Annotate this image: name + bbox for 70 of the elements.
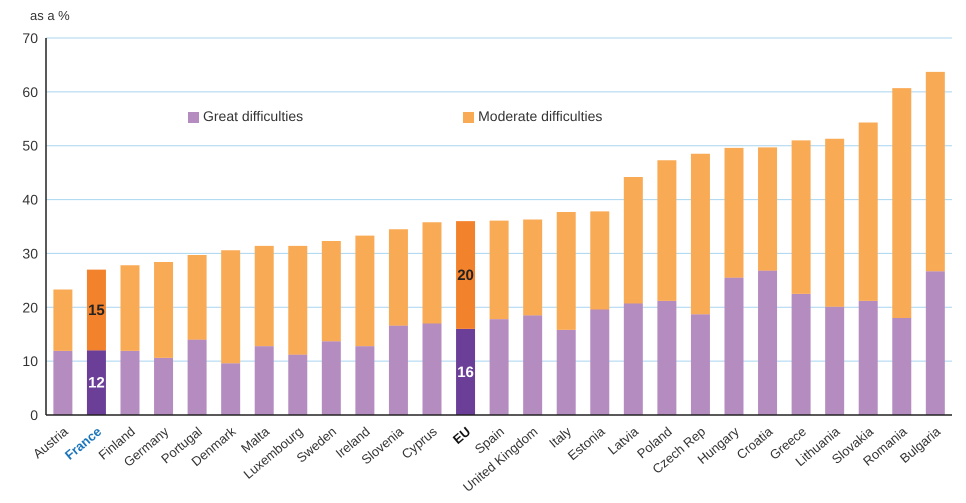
- y-tick-label: 20: [22, 299, 38, 316]
- bar: [53, 350, 72, 415]
- bar: [690, 154, 710, 314]
- bar: [792, 294, 811, 415]
- data-label: 20: [457, 266, 474, 284]
- bar: [926, 72, 945, 272]
- bar: [355, 236, 374, 346]
- bar: [53, 290, 72, 351]
- data-label: 15: [88, 302, 105, 319]
- bar: [154, 262, 174, 358]
- bar: [758, 270, 778, 415]
- y-tick-label: 60: [22, 84, 38, 100]
- bar: [490, 319, 509, 415]
- bar: [188, 255, 207, 340]
- bar: [422, 222, 442, 324]
- bar: [892, 88, 912, 318]
- bar: [724, 278, 744, 415]
- bar: [422, 323, 442, 415]
- bar: [355, 346, 374, 415]
- bar: [188, 340, 207, 415]
- bar: [288, 246, 308, 355]
- bar: [254, 246, 274, 346]
- bar: [590, 211, 610, 310]
- bar: [724, 148, 744, 278]
- y-tick-label: 70: [22, 30, 38, 46]
- data-label: 16: [457, 364, 474, 381]
- x-tick-label: EU: [450, 424, 474, 447]
- y-axis-title: as a %: [30, 8, 70, 23]
- bar: [120, 350, 140, 415]
- y-tick-label: 40: [22, 192, 38, 208]
- bar: [456, 328, 476, 415]
- bar: [556, 212, 576, 330]
- legend-label: Great difficulties: [203, 108, 304, 124]
- bar: [624, 176, 643, 304]
- bar: [624, 304, 643, 415]
- y-tick-label: 30: [22, 245, 38, 262]
- y-tick-label: 10: [22, 353, 38, 370]
- bar: [758, 147, 778, 271]
- bar: [322, 341, 341, 415]
- bar: [892, 318, 912, 415]
- bar: [490, 220, 509, 320]
- bar: [523, 315, 542, 415]
- bar: [288, 354, 308, 415]
- bar: [86, 270, 106, 350]
- bar: [690, 314, 710, 415]
- bar: [792, 140, 811, 294]
- bar: [221, 250, 240, 364]
- bar: [154, 358, 174, 415]
- bar: [523, 220, 542, 316]
- bar: [825, 306, 844, 415]
- bar: [221, 363, 240, 415]
- bar: [322, 241, 341, 342]
- bar: [825, 138, 844, 307]
- bar: [657, 160, 676, 301]
- bar: [858, 300, 878, 415]
- bar: [590, 309, 610, 415]
- bar: [120, 265, 140, 351]
- bar: [926, 271, 945, 415]
- legend-label: Moderate difficulties: [478, 108, 602, 124]
- bar: [86, 350, 106, 415]
- data-label: 12: [88, 374, 105, 392]
- y-tick-label: 50: [22, 138, 38, 154]
- y-tick-label: 0: [30, 406, 38, 423]
- bar: [657, 300, 676, 415]
- bar: [858, 122, 878, 301]
- bar: [254, 346, 274, 415]
- bar: [556, 330, 576, 415]
- bar: [388, 326, 408, 415]
- bar: [388, 229, 408, 326]
- bar: [456, 221, 476, 329]
